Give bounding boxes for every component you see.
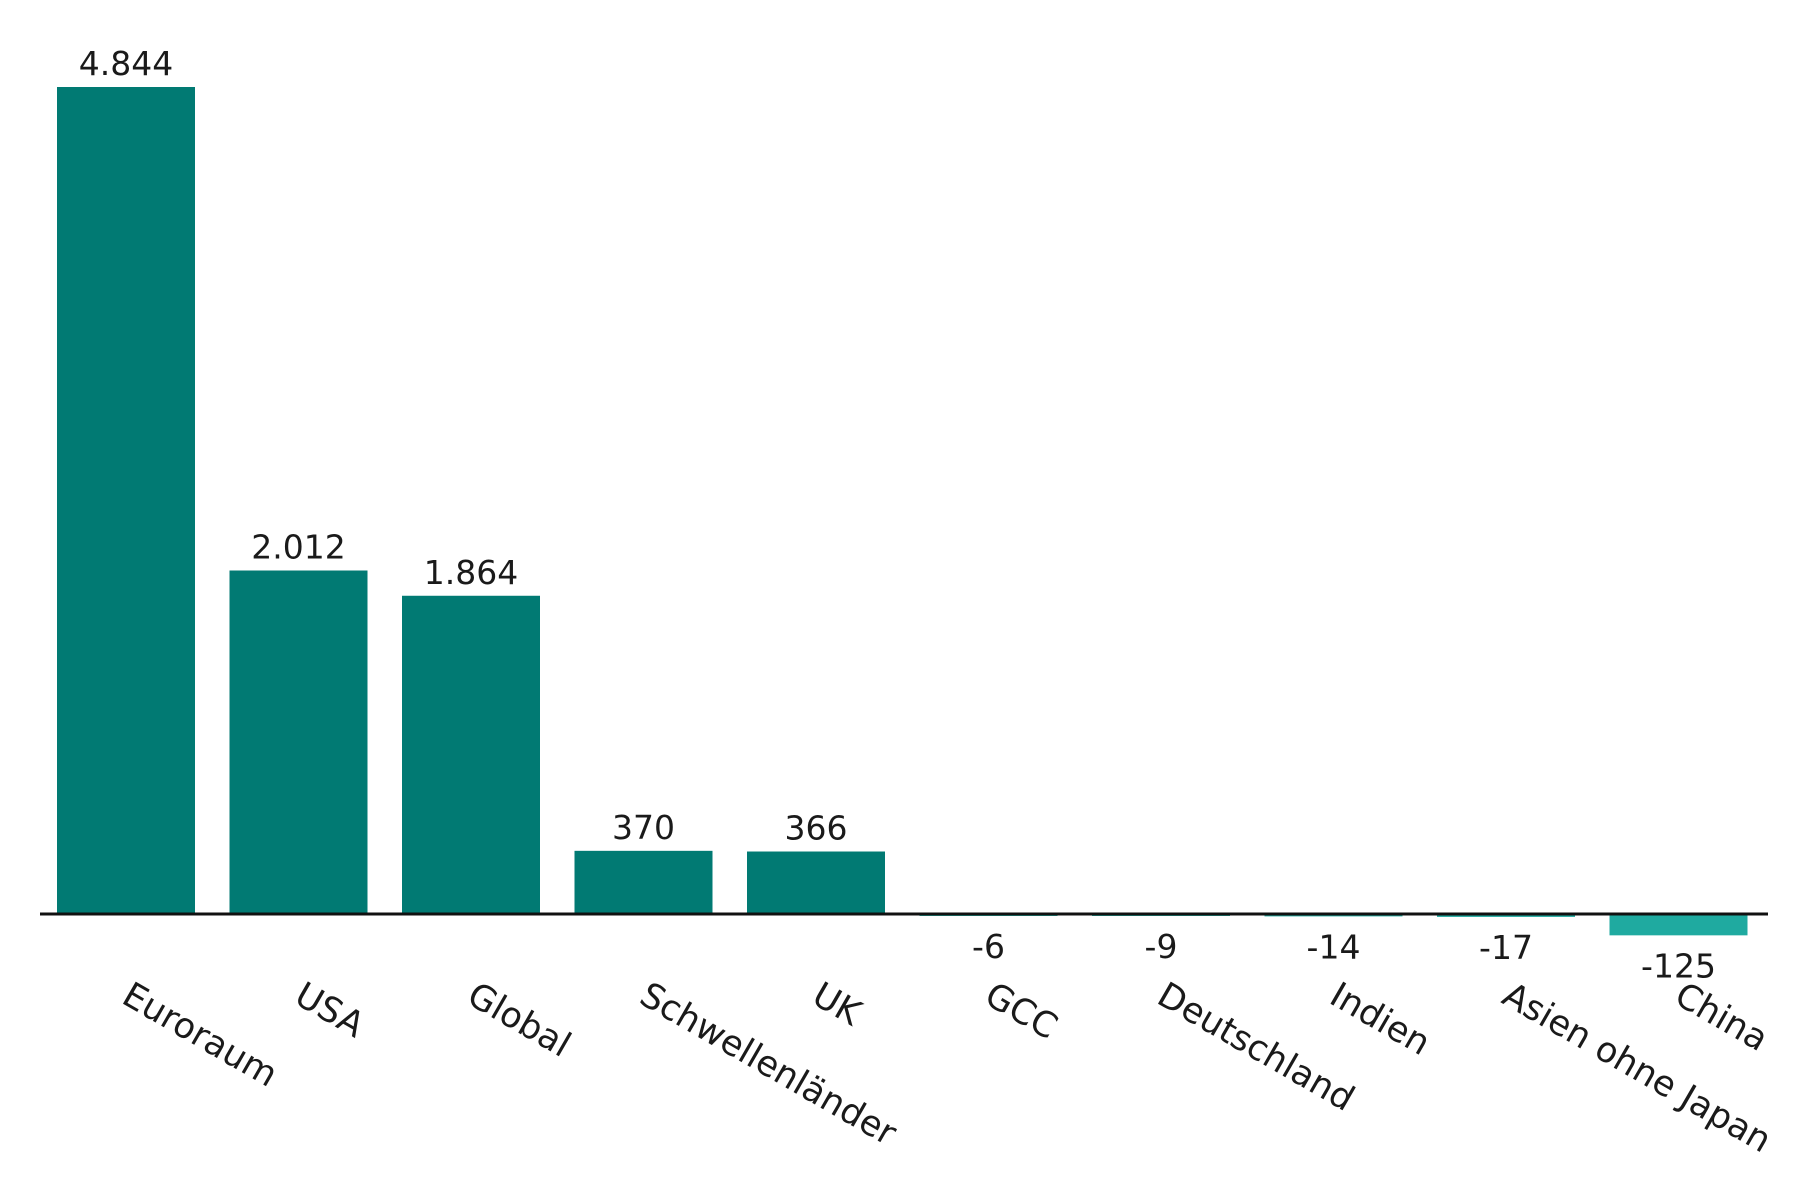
bar-global (402, 595, 540, 914)
category-label-gcc: GCC (978, 975, 1064, 1048)
value-label-usa: 2.012 (251, 527, 345, 566)
bar-usa (229, 570, 368, 914)
bar-china (1609, 914, 1748, 936)
category-label-deutschland: Deutschland (1151, 975, 1361, 1119)
value-label-indien: -14 (1307, 927, 1361, 966)
bar-euroraum (57, 87, 195, 914)
category-label-usa: USA (288, 975, 371, 1046)
bar-schwellenlaender (574, 850, 713, 914)
category-label-euroraum: Euroraum (116, 975, 284, 1095)
value-label-gcc: -6 (972, 927, 1005, 966)
value-labels-layer: 4.844 2.012 1.864 370 366 -6 -9 -14 -17 -125 (79, 44, 1716, 985)
category-label-global: Global (461, 975, 578, 1065)
category-label-indien: Indien (1323, 975, 1437, 1064)
category-label-uk: UK (806, 975, 869, 1034)
value-label-uk: 366 (785, 809, 848, 848)
bars-layer (57, 87, 1748, 936)
value-label-asien-ohne-japan: -17 (1479, 928, 1533, 967)
category-label-china: China (1668, 975, 1775, 1060)
value-label-schwellenlaender: 370 (612, 808, 675, 847)
value-label-global: 1.864 (424, 553, 518, 592)
value-label-china: -125 (1641, 946, 1716, 985)
value-label-deutschland: -9 (1145, 927, 1178, 966)
value-label-euroraum: 4.844 (79, 44, 173, 83)
bar-uk (747, 851, 885, 914)
